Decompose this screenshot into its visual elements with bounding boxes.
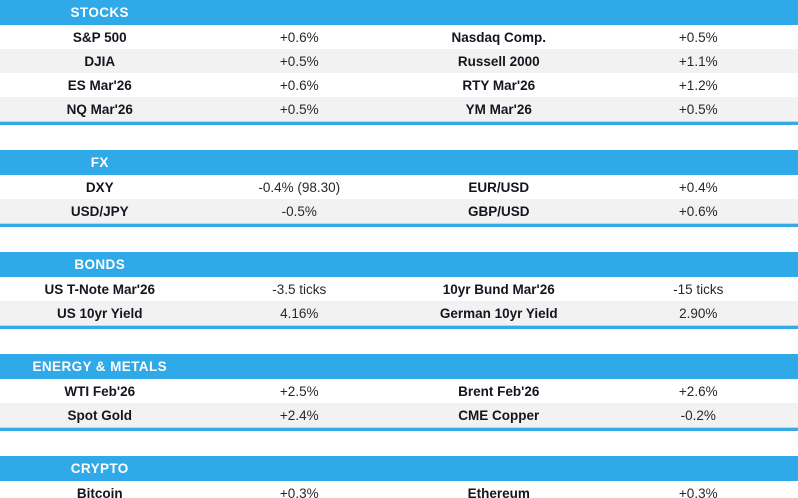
section-rows: Bitcoin +0.3% Ethereum +0.3%: [0, 481, 798, 498]
section-header-bar: STOCKS: [0, 0, 798, 25]
instrument-name: YM Mar'26: [465, 101, 532, 117]
instrument-change: +0.5%: [678, 29, 718, 45]
instrument-change: +2.4%: [279, 407, 319, 423]
instrument-change: +0.3%: [678, 485, 718, 498]
section-divider: [0, 121, 798, 125]
table-row: WTI Feb'26 +2.5% Brent Feb'26 +2.6%: [0, 379, 798, 403]
instrument-change: +0.5%: [279, 53, 319, 69]
table-row: DXY -0.4% (98.30) EUR/USD +0.4%: [0, 175, 798, 199]
instrument-change: 4.16%: [280, 305, 319, 321]
instrument-name: Nasdaq Comp.: [451, 29, 546, 45]
section-divider: [0, 223, 798, 227]
instrument-change: -0.4% (98.30): [258, 179, 341, 195]
table-row: USD/JPY -0.5% GBP/USD +0.6%: [0, 199, 798, 223]
instrument-name: Ethereum: [467, 485, 530, 498]
section-rows: S&P 500 +0.6% Nasdaq Comp. +0.5% DJIA +0…: [0, 25, 798, 121]
market-section: ENERGY & METALS WTI Feb'26 +2.5% Brent F…: [0, 354, 798, 431]
instrument-change: +0.6%: [279, 77, 319, 93]
market-section: FX DXY -0.4% (98.30) EUR/USD +0.4% USD/J…: [0, 150, 798, 227]
instrument-name: DJIA: [84, 53, 116, 69]
market-section: STOCKS S&P 500 +0.6% Nasdaq Comp. +0.5% …: [0, 0, 798, 125]
instrument-name: S&P 500: [72, 29, 127, 45]
market-section: CRYPTO Bitcoin +0.3% Ethereum +0.3%: [0, 456, 798, 498]
table-row: US 10yr Yield 4.16% German 10yr Yield 2.…: [0, 301, 798, 325]
market-section: BONDS US T-Note Mar'26 -3.5 ticks 10yr B…: [0, 252, 798, 329]
instrument-name: German 10yr Yield: [439, 305, 558, 321]
instrument-change: +2.5%: [279, 383, 319, 399]
instrument-change: +1.2%: [678, 77, 718, 93]
instrument-name: Bitcoin: [76, 485, 123, 498]
instrument-name: Russell 2000: [457, 53, 540, 69]
section-title: BONDS: [74, 257, 126, 272]
table-row: DJIA +0.5% Russell 2000 +1.1%: [0, 49, 798, 73]
instrument-change: +0.6%: [279, 29, 319, 45]
instrument-name: 10yr Bund Mar'26: [442, 281, 555, 297]
table-row: Bitcoin +0.3% Ethereum +0.3%: [0, 481, 798, 498]
instrument-change: +0.5%: [678, 101, 718, 117]
instrument-name: EUR/USD: [468, 179, 530, 195]
instrument-name: RTY Mar'26: [462, 77, 536, 93]
instrument-name: WTI Feb'26: [64, 383, 136, 399]
instrument-change: -0.2%: [680, 407, 716, 423]
instrument-change: -0.5%: [281, 203, 317, 219]
instrument-change: -3.5 ticks: [272, 281, 327, 297]
instrument-name: US 10yr Yield: [56, 305, 143, 321]
section-divider: [0, 325, 798, 329]
instrument-change: +0.3%: [279, 485, 319, 498]
instrument-change: 2.90%: [679, 305, 718, 321]
instrument-name: DXY: [85, 179, 114, 195]
section-title: ENERGY & METALS: [32, 359, 167, 374]
section-header-bar: ENERGY & METALS: [0, 354, 798, 379]
table-row: ES Mar'26 +0.6% RTY Mar'26 +1.2%: [0, 73, 798, 97]
instrument-change: +2.6%: [678, 383, 718, 399]
instrument-change: +0.5%: [279, 101, 319, 117]
instrument-change: -15 ticks: [673, 281, 724, 297]
section-header-bar: CRYPTO: [0, 456, 798, 481]
section-rows: DXY -0.4% (98.30) EUR/USD +0.4% USD/JPY …: [0, 175, 798, 223]
section-header-bar: FX: [0, 150, 798, 175]
section-divider: [0, 427, 798, 431]
table-row: Spot Gold +2.4% CME Copper -0.2%: [0, 403, 798, 427]
section-title: CRYPTO: [70, 461, 129, 476]
section-title: STOCKS: [70, 5, 129, 20]
section-rows: WTI Feb'26 +2.5% Brent Feb'26 +2.6% Spot…: [0, 379, 798, 427]
instrument-change: +1.1%: [678, 53, 718, 69]
instrument-name: US T-Note Mar'26: [44, 281, 156, 297]
instrument-change: +0.4%: [678, 179, 718, 195]
section-title: FX: [90, 155, 109, 170]
instrument-name: Spot Gold: [67, 407, 133, 423]
section-rows: US T-Note Mar'26 -3.5 ticks 10yr Bund Ma…: [0, 277, 798, 325]
instrument-name: CME Copper: [458, 407, 540, 423]
instrument-name: NQ Mar'26: [66, 101, 133, 117]
instrument-name: USD/JPY: [70, 203, 129, 219]
instrument-name: ES Mar'26: [67, 77, 132, 93]
section-header-bar: BONDS: [0, 252, 798, 277]
table-row: S&P 500 +0.6% Nasdaq Comp. +0.5%: [0, 25, 798, 49]
table-row: US T-Note Mar'26 -3.5 ticks 10yr Bund Ma…: [0, 277, 798, 301]
instrument-name: GBP/USD: [467, 203, 530, 219]
table-row: NQ Mar'26 +0.5% YM Mar'26 +0.5%: [0, 97, 798, 121]
instrument-change: +0.6%: [678, 203, 718, 219]
instrument-name: Brent Feb'26: [458, 383, 540, 399]
